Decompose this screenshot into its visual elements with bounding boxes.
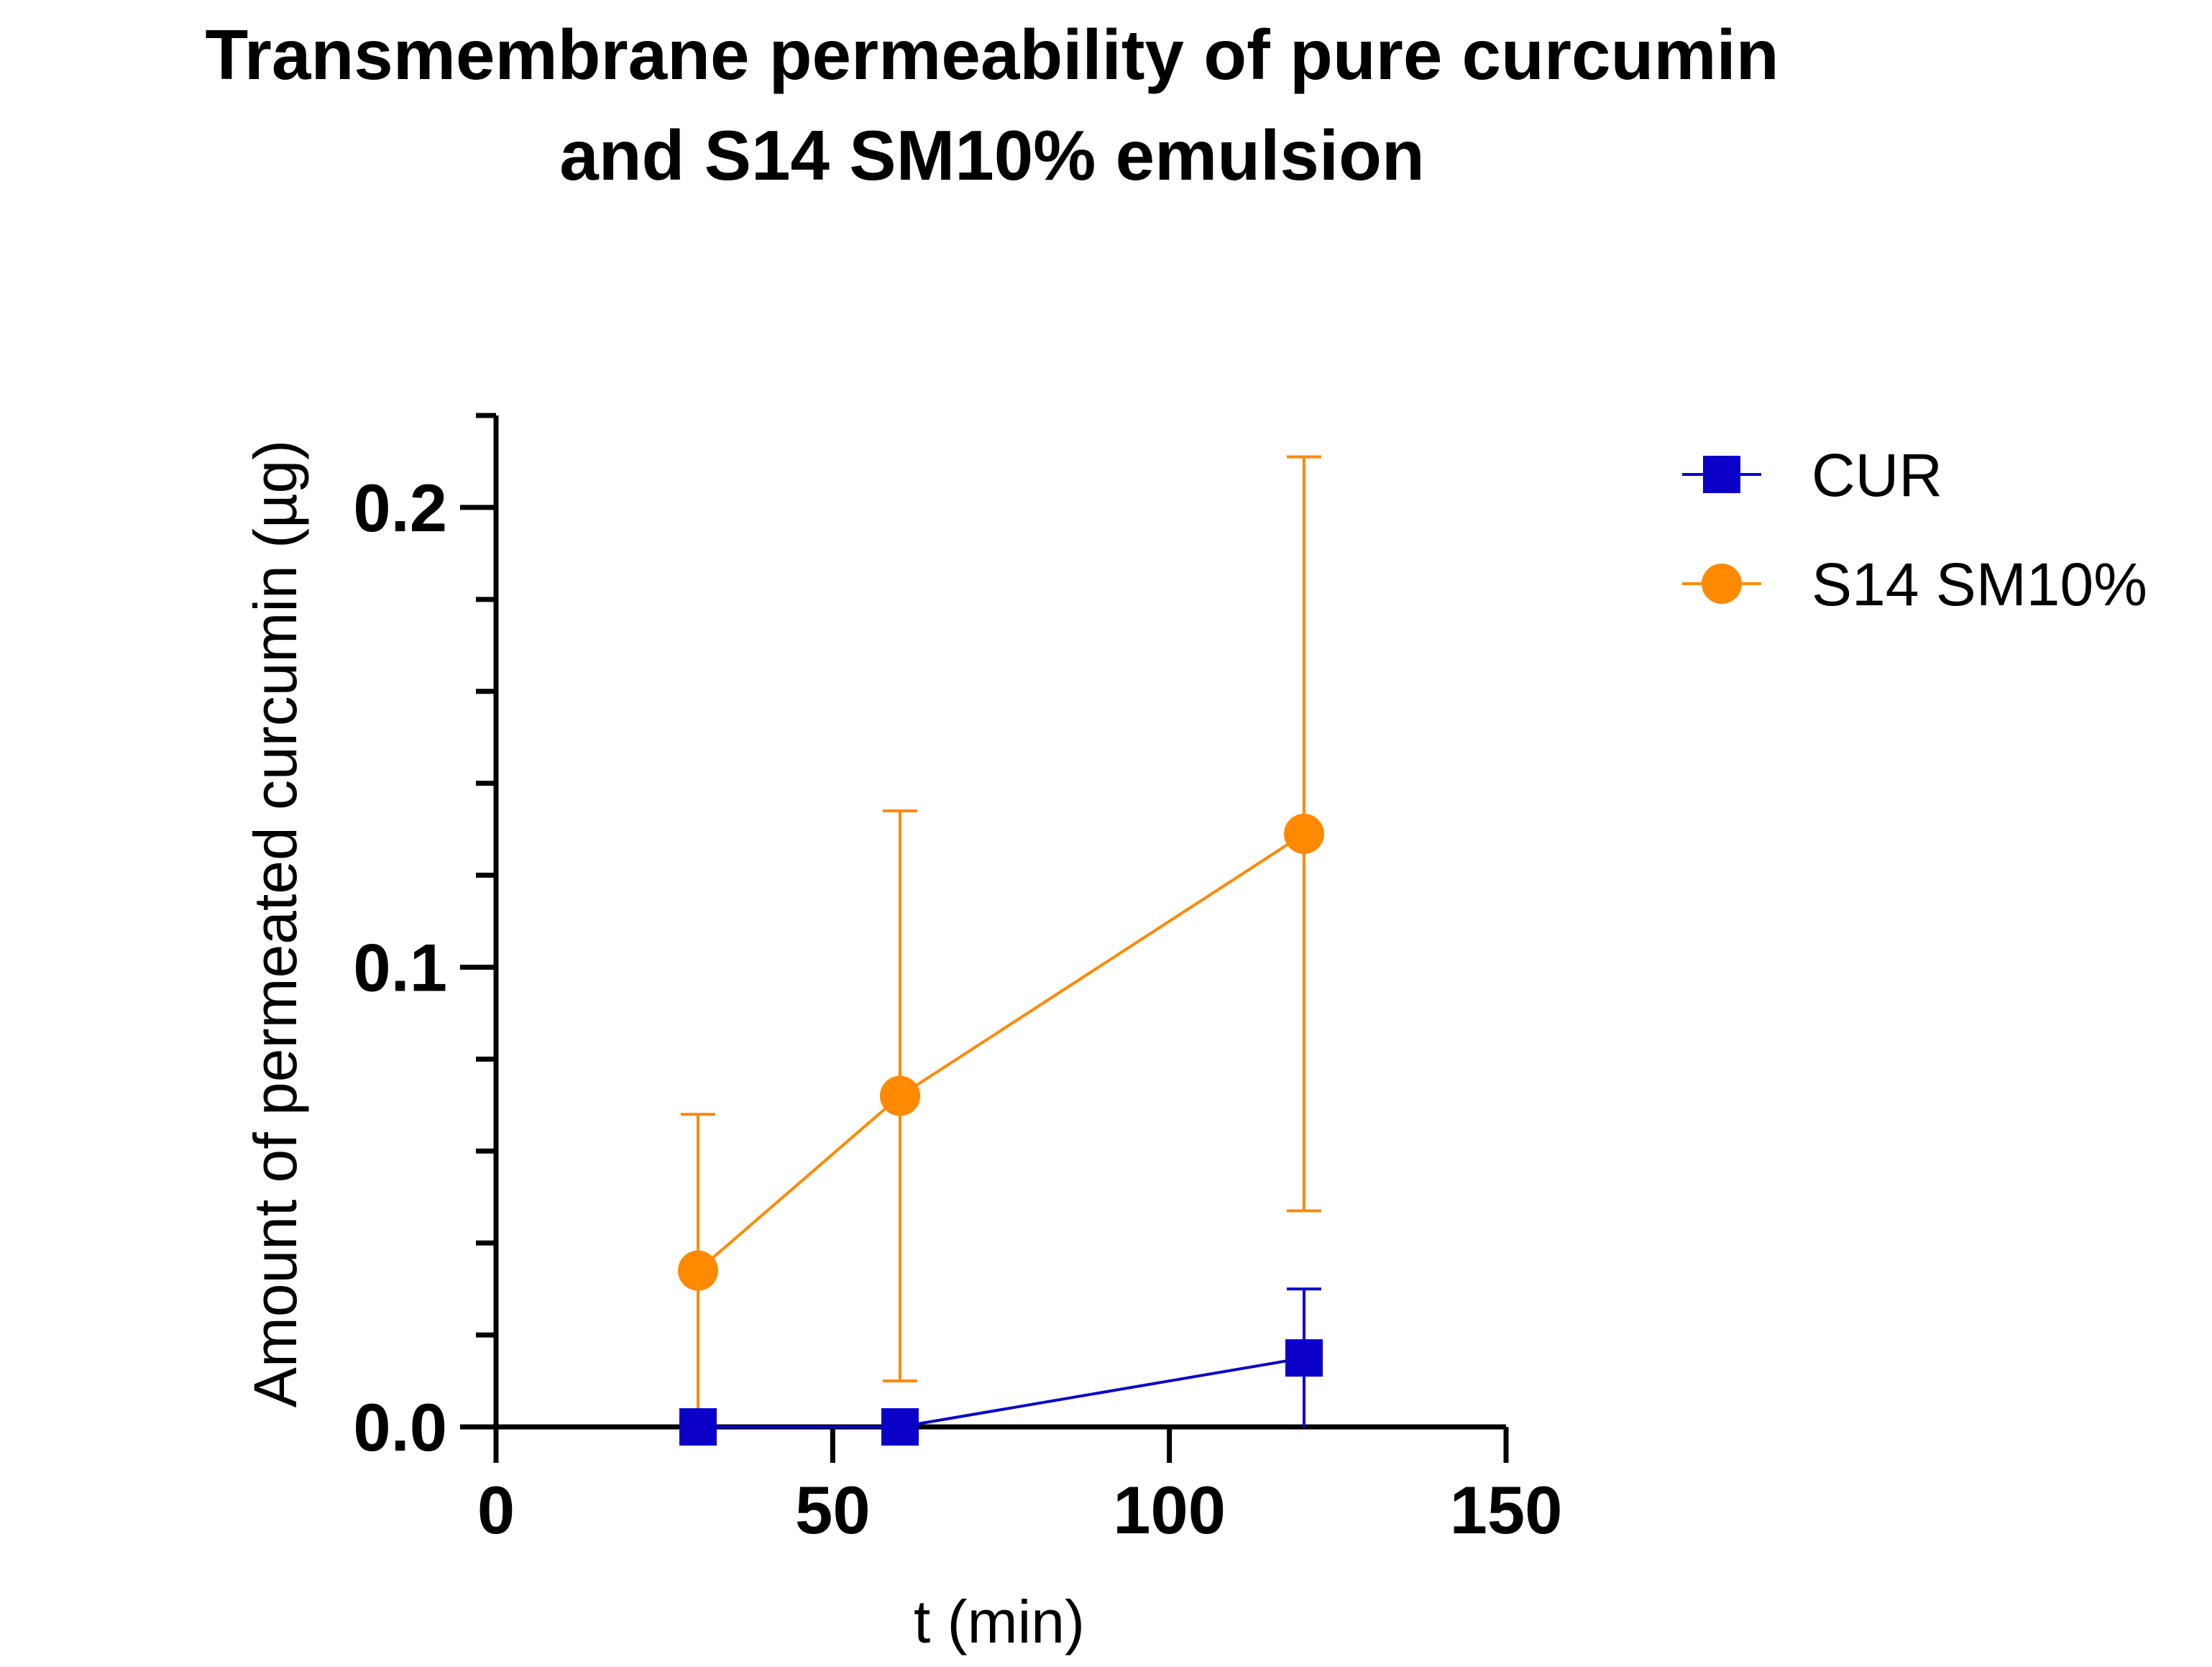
x-tick-label: 100 — [1113, 1472, 1226, 1548]
data-point — [1285, 1339, 1323, 1377]
legend-marker — [1703, 456, 1740, 493]
x-tick-label: 0 — [477, 1472, 515, 1548]
plot-area — [678, 455, 1324, 1446]
chart-title-line-1: Transmembrane permeability of pure curcu… — [205, 15, 1779, 94]
data-point — [679, 1408, 717, 1446]
legend-label: CUR — [1812, 441, 1942, 509]
series-cur — [679, 1287, 1323, 1446]
y-tick-label: 0.2 — [353, 470, 447, 546]
chart-title-line-2: and S14 SM10% emulsion — [559, 116, 1425, 195]
x-axis: 0 50 100 150 — [477, 1424, 1563, 1548]
data-point — [1284, 813, 1324, 854]
series-s14-sm10- — [678, 455, 1324, 1427]
chart-title: Transmembrane permeability of pure curcu… — [205, 15, 1779, 195]
legend-item: CUR — [1682, 441, 1942, 509]
x-axis-label: t (min) — [914, 1588, 1085, 1655]
series-line — [697, 832, 1305, 1272]
legend-marker — [1702, 564, 1742, 604]
y-tick-label: 0.1 — [353, 929, 447, 1005]
y-axis-label: Amount of permeated curcumin (µg) — [242, 440, 309, 1407]
legend-label: S14 SM10% — [1812, 551, 2147, 618]
x-tick-label: 50 — [795, 1472, 871, 1548]
legend: CUR S14 SM10% — [1682, 441, 2147, 618]
y-tick-label: 0.0 — [353, 1390, 447, 1465]
series-line — [698, 1356, 1305, 1428]
legend-item: S14 SM10% — [1682, 551, 2147, 618]
data-point — [678, 1250, 718, 1291]
y-axis: 0.0 0.1 0.2 — [353, 413, 499, 1465]
data-point — [881, 1408, 919, 1446]
data-point — [880, 1075, 920, 1116]
x-tick-label: 150 — [1450, 1472, 1563, 1548]
